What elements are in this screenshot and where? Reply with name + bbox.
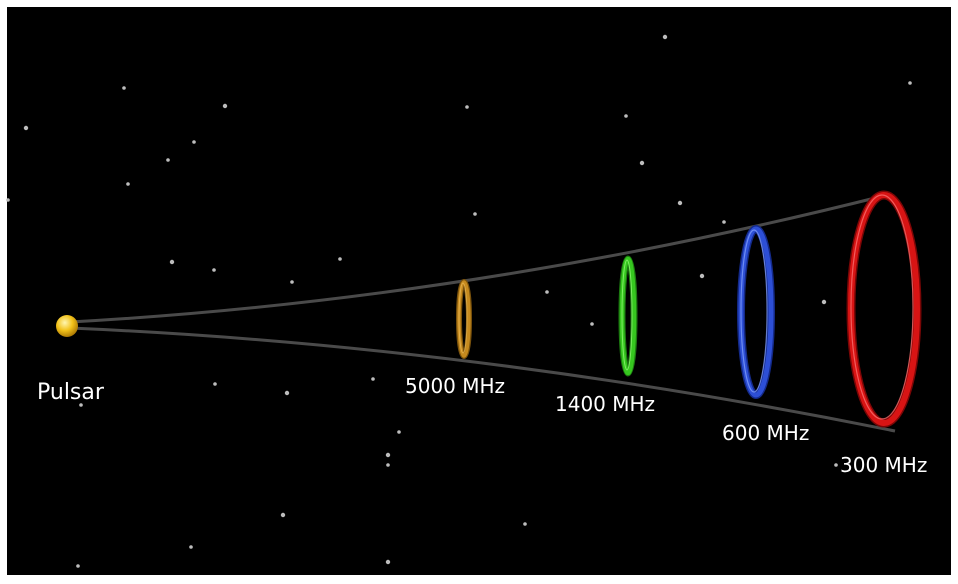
star (590, 322, 594, 326)
space-background (7, 7, 951, 575)
star (722, 220, 726, 224)
star (192, 140, 196, 144)
cone-lower-edge (69, 326, 896, 433)
star (189, 545, 193, 549)
star (639, 160, 645, 166)
star (169, 259, 175, 265)
star (280, 512, 286, 518)
star (624, 114, 628, 118)
star (213, 382, 217, 386)
cone-upper-edge (69, 194, 884, 324)
star (386, 463, 390, 467)
star (126, 182, 130, 186)
ring-label-600-mhz: 600 MHz (722, 421, 809, 445)
star (473, 212, 477, 216)
star (677, 200, 683, 206)
star (385, 452, 391, 458)
starfield (6, 34, 912, 568)
star (523, 522, 527, 526)
ring-1400-mhz (618, 255, 638, 377)
star (166, 158, 170, 162)
star (290, 280, 294, 284)
star (834, 463, 838, 467)
star (699, 273, 705, 279)
star (338, 257, 342, 261)
star (397, 430, 401, 434)
star (212, 268, 216, 272)
star (79, 403, 83, 407)
ring-label-1400-mhz: 1400 MHz (555, 392, 655, 416)
star (23, 125, 29, 131)
pulsar-icon (56, 315, 78, 337)
star (284, 390, 290, 396)
ring-300-mhz (846, 190, 922, 428)
ring-label-300-mhz: 300 MHz (840, 453, 927, 477)
star (371, 377, 375, 381)
ring-label-5000-mhz: 5000 MHz (405, 374, 505, 398)
star (908, 81, 912, 85)
ring-5000-mhz (456, 279, 472, 359)
star (76, 564, 80, 568)
pulsar-label: Pulsar (37, 380, 105, 405)
star (222, 103, 228, 109)
star (465, 105, 469, 109)
ring-600-mhz (737, 225, 775, 399)
star (662, 34, 668, 40)
star (821, 299, 827, 305)
star (122, 86, 126, 90)
star (6, 198, 10, 202)
star (545, 290, 549, 294)
star (385, 559, 391, 565)
